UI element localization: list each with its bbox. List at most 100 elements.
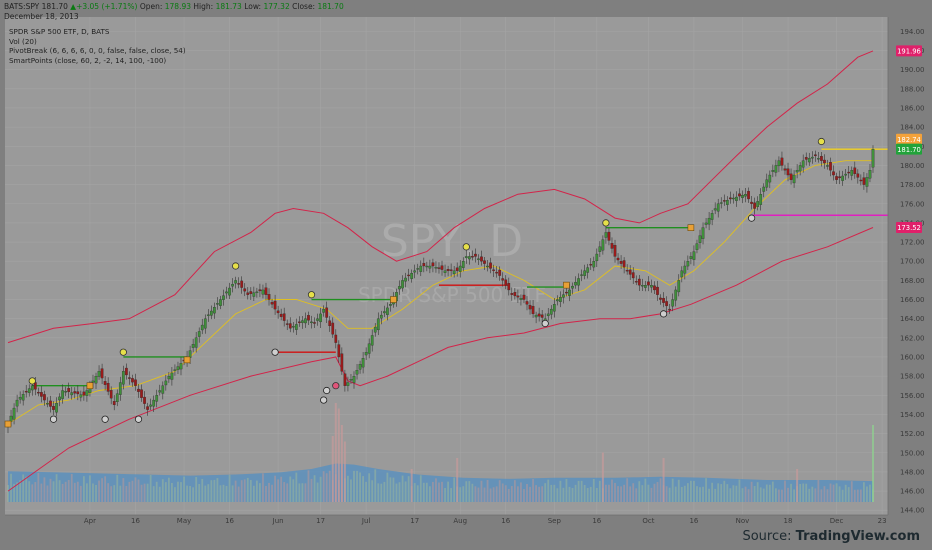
candle[interactable]: [583, 270, 587, 276]
candle[interactable]: [67, 388, 71, 393]
candle[interactable]: [486, 265, 489, 268]
candle[interactable]: [131, 378, 134, 383]
candle[interactable]: [383, 311, 386, 314]
candle[interactable]: [780, 157, 784, 166]
candle[interactable]: [640, 285, 644, 287]
candle[interactable]: [841, 175, 844, 181]
candle[interactable]: [716, 203, 720, 212]
candle[interactable]: [222, 295, 225, 300]
candle[interactable]: [610, 243, 614, 249]
candle[interactable]: [634, 281, 638, 283]
candle[interactable]: [85, 390, 89, 396]
candle[interactable]: [759, 194, 763, 205]
candle[interactable]: [200, 324, 204, 331]
candle[interactable]: [540, 314, 544, 318]
candle[interactable]: [307, 315, 310, 321]
candle[interactable]: [592, 261, 596, 268]
candle[interactable]: [795, 170, 799, 173]
candle[interactable]: [489, 262, 492, 269]
candle[interactable]: [656, 286, 659, 295]
candle[interactable]: [313, 322, 316, 324]
candle[interactable]: [671, 299, 675, 307]
candle[interactable]: [237, 283, 241, 285]
candle[interactable]: [507, 283, 511, 291]
candle[interactable]: [595, 253, 599, 262]
candle[interactable]: [862, 177, 866, 185]
candle[interactable]: [319, 313, 322, 323]
candle[interactable]: [568, 289, 571, 296]
candle[interactable]: [807, 158, 811, 163]
candle[interactable]: [143, 396, 146, 404]
candle[interactable]: [73, 391, 77, 394]
candle[interactable]: [61, 390, 64, 399]
candle[interactable]: [637, 278, 641, 286]
candle[interactable]: [334, 334, 338, 343]
candle[interactable]: [446, 269, 450, 271]
candle[interactable]: [416, 268, 420, 270]
candles[interactable]: [6, 145, 875, 434]
candle[interactable]: [868, 170, 872, 179]
candle[interactable]: [522, 294, 526, 300]
candle[interactable]: [103, 381, 107, 385]
candle[interactable]: [510, 293, 514, 295]
candle[interactable]: [170, 372, 174, 380]
candle[interactable]: [501, 278, 505, 281]
candle[interactable]: [273, 300, 277, 310]
candle[interactable]: [258, 289, 262, 292]
candle[interactable]: [398, 286, 401, 290]
candle[interactable]: [744, 194, 747, 197]
candle[interactable]: [161, 385, 165, 394]
candle[interactable]: [24, 391, 28, 393]
candle[interactable]: [413, 270, 417, 273]
candle[interactable]: [804, 157, 808, 160]
candle[interactable]: [577, 278, 580, 286]
candle[interactable]: [361, 358, 365, 368]
candle[interactable]: [732, 197, 735, 200]
candle[interactable]: [565, 291, 568, 294]
candle[interactable]: [689, 256, 693, 259]
candle[interactable]: [686, 261, 690, 267]
candle[interactable]: [140, 389, 143, 398]
candle[interactable]: [738, 193, 741, 197]
candle[interactable]: [650, 285, 653, 288]
candle[interactable]: [701, 227, 705, 239]
candle[interactable]: [474, 253, 477, 257]
candle[interactable]: [774, 165, 778, 173]
candle[interactable]: [425, 265, 429, 268]
candle[interactable]: [698, 235, 702, 243]
candle[interactable]: [325, 307, 329, 318]
candle[interactable]: [404, 277, 407, 282]
candle[interactable]: [304, 318, 307, 324]
candle[interactable]: [243, 288, 247, 292]
candle[interactable]: [340, 353, 344, 372]
candle[interactable]: [9, 415, 13, 422]
candle[interactable]: [76, 391, 80, 395]
candle[interactable]: [294, 324, 298, 330]
candle[interactable]: [741, 194, 744, 198]
candle[interactable]: [179, 363, 183, 370]
candle[interactable]: [768, 174, 772, 183]
candle[interactable]: [455, 267, 459, 271]
candle[interactable]: [331, 322, 335, 335]
candle[interactable]: [82, 391, 86, 396]
candle[interactable]: [589, 264, 593, 266]
candle[interactable]: [644, 285, 647, 288]
candle[interactable]: [552, 304, 556, 312]
candle[interactable]: [94, 375, 98, 384]
candle[interactable]: [683, 265, 687, 274]
candle[interactable]: [210, 310, 213, 316]
candle[interactable]: [203, 318, 207, 329]
candle[interactable]: [346, 382, 350, 386]
candle[interactable]: [823, 159, 826, 164]
candle[interactable]: [464, 256, 468, 259]
candle[interactable]: [40, 392, 43, 397]
candle[interactable]: [735, 196, 738, 201]
candle[interactable]: [349, 379, 353, 381]
legend-indicator[interactable]: SmartPoints (close, 60, 2, -2, 14, 100, …: [9, 55, 167, 65]
candle[interactable]: [440, 265, 444, 270]
candle[interactable]: [562, 294, 565, 298]
candle[interactable]: [580, 274, 583, 276]
candle[interactable]: [659, 297, 662, 300]
candle[interactable]: [443, 270, 447, 273]
candle[interactable]: [301, 320, 304, 323]
